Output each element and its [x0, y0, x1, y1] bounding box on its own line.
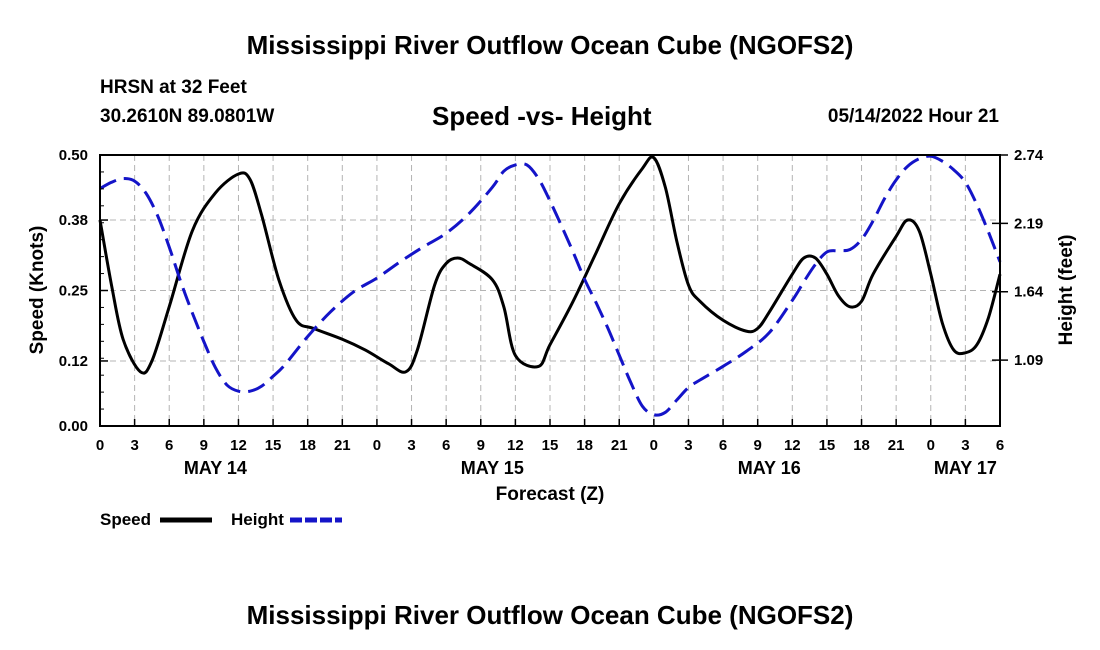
station-coordinates: 30.2610N 89.0801W [100, 106, 275, 127]
y-axis-title: Speed (Knots) [27, 226, 48, 355]
main-title: Mississippi River Outflow Ocean Cube (NG… [246, 30, 854, 60]
y-tick-label: 0.12 [59, 353, 88, 370]
y-tick-label: 0.00 [59, 418, 88, 435]
forecast-datetime: 05/14/2022 Hour 21 [827, 106, 999, 127]
x-tick-label: 3 [130, 437, 138, 454]
x-tick-label: 15 [819, 437, 836, 454]
x-tick-label: 12 [230, 437, 247, 454]
x-tick-label: 18 [853, 437, 870, 454]
day-label: MAY 17 [934, 458, 997, 478]
x-tick-label: 15 [542, 437, 559, 454]
legend-label-height: Height [231, 510, 284, 529]
x-tick-label: 18 [299, 437, 316, 454]
y2-tick-label: 1.64 [1014, 284, 1044, 301]
x-tick-label: 3 [684, 437, 692, 454]
y-tick-label: 0.50 [59, 147, 88, 164]
x-tick-label: 3 [961, 437, 969, 454]
x-tick-label: 21 [334, 437, 351, 454]
day-label: MAY 14 [184, 458, 247, 478]
x-tick-label: 18 [576, 437, 593, 454]
x-tick-label: 6 [996, 437, 1004, 454]
x-tick-label: 6 [719, 437, 727, 454]
x-tick-label: 0 [373, 437, 381, 454]
x-tick-label: 15 [265, 437, 282, 454]
y2-axis-title: Height (feet) [1056, 235, 1077, 346]
bottom-title: Mississippi River Outflow Ocean Cube (NG… [246, 600, 854, 630]
y2-tick-label: 2.19 [1014, 215, 1043, 232]
x-tick-label: 3 [407, 437, 415, 454]
x-tick-label: 9 [754, 437, 762, 454]
x-tick-label: 0 [650, 437, 658, 454]
x-tick-label: 9 [477, 437, 485, 454]
series-layer [98, 154, 1002, 417]
day-label: MAY 16 [738, 458, 801, 478]
chart-subtitle: Speed -vs- Height [432, 101, 652, 131]
y2-tick-label: 1.09 [1014, 352, 1043, 369]
grid-layer [100, 154, 1000, 426]
series-line-speed [98, 155, 1002, 375]
y-tick-label: 0.25 [59, 283, 88, 300]
y2-tick-label: 2.74 [1014, 147, 1044, 164]
x-tick-label: 6 [165, 437, 173, 454]
x-axis-title: Forecast (Z) [496, 484, 605, 505]
y-tick-label: 0.38 [59, 212, 88, 229]
x-tick-label: 0 [96, 437, 104, 454]
series-line-height [99, 154, 1002, 417]
x-tick-label: 9 [200, 437, 208, 454]
legend: Speed Height [100, 510, 342, 529]
x-tick-label: 6 [442, 437, 450, 454]
speed-height-chart: 0 3 6 9 12 15 18 21 0 3 6 9 12 15 18 21 0 3 6 9 12 15 18 21 0 3 6M… [27, 147, 1077, 529]
day-label: MAY 15 [461, 458, 524, 478]
x-tick-label: 21 [611, 437, 628, 454]
legend-label-speed: Speed [100, 510, 151, 529]
x-tick-label: 12 [507, 437, 524, 454]
x-tick-label: 0 [927, 437, 935, 454]
x-tick-label: 12 [784, 437, 801, 454]
x-tick-label: 21 [888, 437, 905, 454]
axis-layer: 0 3 6 9 12 15 18 21 0 3 6 9 12 15 18 21 0 3 6 9 12 15 18 21 0 3 6M… [59, 147, 1044, 478]
station-label: HRSN at 32 Feet [100, 77, 247, 98]
